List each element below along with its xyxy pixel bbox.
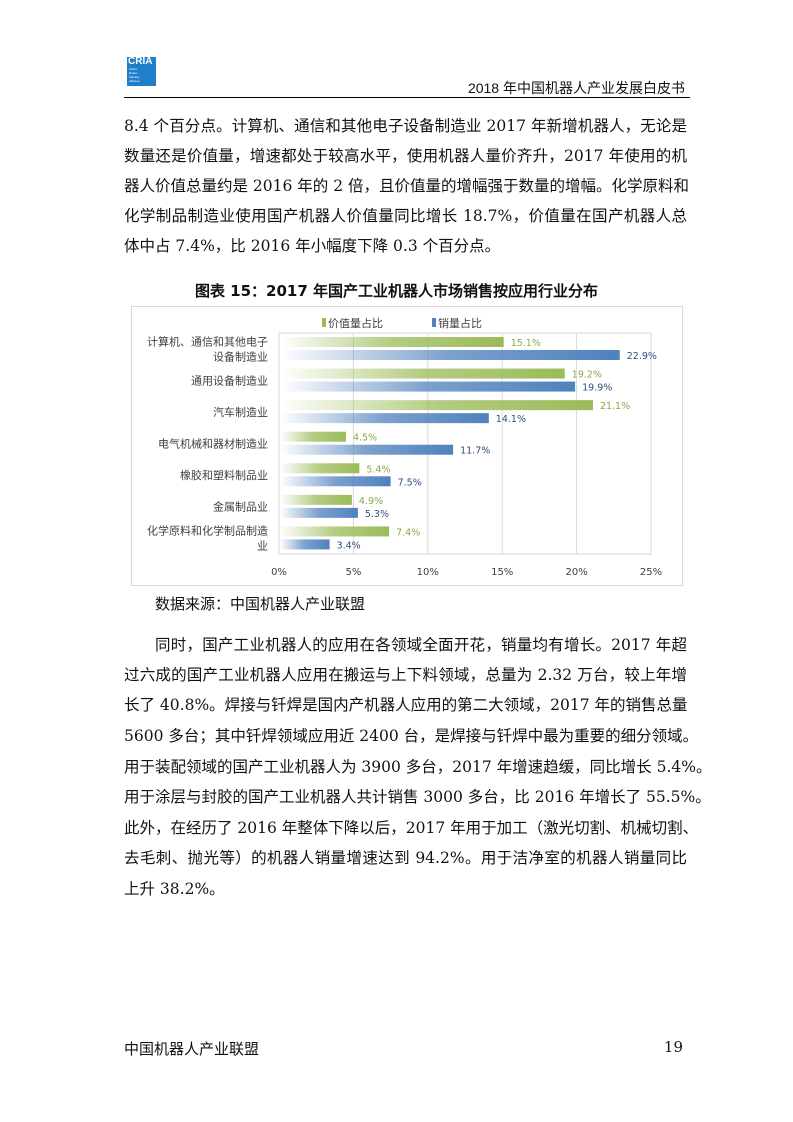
data-label: 14.1% xyxy=(496,414,526,425)
bar-value-share xyxy=(280,463,360,474)
data-source: 数据来源：中国机器人产业联盟 xyxy=(155,595,366,613)
x-tick-label: 20% xyxy=(565,567,587,578)
bar-sales-share xyxy=(280,350,620,360)
bar-sales-share xyxy=(280,507,358,518)
bar-sales-share xyxy=(280,444,454,455)
legend-swatch xyxy=(432,318,436,327)
x-tick-label: 5% xyxy=(345,567,361,578)
text-line: 此外，在经历了 2016 年整体下降以后，2017 年用于加工（激光切割、机械切… xyxy=(124,819,699,837)
x-tick-label: 0% xyxy=(271,567,287,578)
bar-value-share xyxy=(280,431,346,442)
footer-org: 中国机器人产业联盟 xyxy=(124,1040,260,1058)
data-label: 19.2% xyxy=(572,370,602,381)
data-label: 21.1% xyxy=(600,401,630,412)
bar-value-share xyxy=(280,526,390,537)
category-label: 设备制造业 xyxy=(213,349,268,363)
text-line: 同时，国产工业机器人的应用在各领域全面开花，销量均有增长。2017 年超 xyxy=(155,636,687,654)
text-line: 用于装配领域的国产工业机器人为 3900 多台，2017 年增速趋缓，同比增长 … xyxy=(124,758,712,776)
text-line: 8.4 个百分点。计算机、通信和其他电子设备制造业 2017 年新增机器人，无论… xyxy=(124,117,687,135)
x-tick-label: 25% xyxy=(640,567,662,578)
data-label: 19.9% xyxy=(582,383,612,394)
category-label: 汽车制造业 xyxy=(213,405,268,419)
category-label: 计算机、通信和其他电子 xyxy=(147,334,268,348)
category-label: 电气机械和器材制造业 xyxy=(158,437,268,451)
data-label: 7.4% xyxy=(396,527,420,538)
text-line: 数量还是价值量，增速都处于较高水平，使用机器人量价齐升，2017 年使用的机 xyxy=(124,147,687,165)
legend-label: 价值量占比 xyxy=(328,316,383,330)
category-label: 通用设备制造业 xyxy=(191,373,268,387)
x-tick-label: 15% xyxy=(491,567,513,578)
header-title: 2018 年中国机器人产业发展白皮书 xyxy=(467,80,685,96)
data-label: 4.9% xyxy=(359,496,383,507)
bar-chart: 0% 5% 10% 15% 20% 25% 计算机、通信和其他电子 设备制造业 15.1% 22.… xyxy=(131,306,683,586)
bar-sales-share xyxy=(280,413,489,424)
text-line: 体中占 7.4%，比 2016 年小幅度下降 0.3 个百分点。 xyxy=(124,237,501,255)
data-label: 3.4% xyxy=(337,540,361,551)
data-label: 11.7% xyxy=(460,446,490,457)
bar-sales-share xyxy=(280,476,391,487)
category-label: 橡胶和塑料制品业 xyxy=(180,468,268,482)
legend-label: 销量占比 xyxy=(438,316,482,330)
bar-value-share xyxy=(280,337,504,347)
text-line: 长了 40.8%。焊接与钎焊是国内产机器人应用的第二大领域，2017 年的销售总… xyxy=(124,696,688,714)
text-line: 去毛刺、抛光等）的机器人销量增速达到 94.2%。用于洁净室的机器人销量同比 xyxy=(124,849,687,867)
figure-title: 图表 15：2017 年国产工业机器人市场销售按应用行业分布 xyxy=(194,282,599,300)
text-line: 器人价值总量约是 2016 年的 2 倍，且价值量的增幅强于数量的增幅。化学原料… xyxy=(124,177,690,195)
bar-value-share xyxy=(280,494,352,505)
text-line: 化学制品制造业使用国产机器人价值量同比增长 18.7%，价值量在国产机器人总 xyxy=(124,207,687,225)
page-number: 19 xyxy=(663,1038,683,1056)
legend-swatch xyxy=(322,318,326,327)
data-label: 5.4% xyxy=(366,464,390,475)
data-label: 22.9% xyxy=(627,351,657,362)
text-line: 用于涂层与封胶的国产工业机器人共计销售 3000 多台，比 2016 年增长了 … xyxy=(124,788,711,806)
bar-sales-share xyxy=(280,381,576,392)
text-line: 上升 38.2%。 xyxy=(124,880,225,898)
plot-area xyxy=(278,332,652,555)
text-line: 5600 多台；其中钎焊领域应用近 2400 台，是焊接与钎焊中最为重要的细分领… xyxy=(124,727,699,745)
data-label: 4.5% xyxy=(353,433,377,444)
data-label: 7.5% xyxy=(398,477,422,488)
data-label: 15.1% xyxy=(511,338,541,349)
bar-value-share xyxy=(280,368,565,379)
x-tick-label: 10% xyxy=(417,567,439,578)
text-line: 过六成的国产工业机器人应用在搬运与上下料领域，总量为 2.32 万台，较上年增 xyxy=(124,666,687,684)
cria-logo: CRIA China Robot Industry Alliance xyxy=(127,57,156,86)
header-divider xyxy=(124,97,690,98)
data-label: 5.3% xyxy=(365,509,389,520)
category-label: 业 xyxy=(257,540,268,553)
bar-value-share xyxy=(280,400,593,411)
chart-svg: 0% 5% 10% 15% 20% 25% 计算机、通信和其他电子设备制造业 15.1% 22.… xyxy=(147,316,662,578)
bar-sales-share xyxy=(280,539,330,550)
category-label: 金属制品业 xyxy=(213,500,268,514)
category-label: 化学原料和化学制品制造 xyxy=(147,524,268,538)
